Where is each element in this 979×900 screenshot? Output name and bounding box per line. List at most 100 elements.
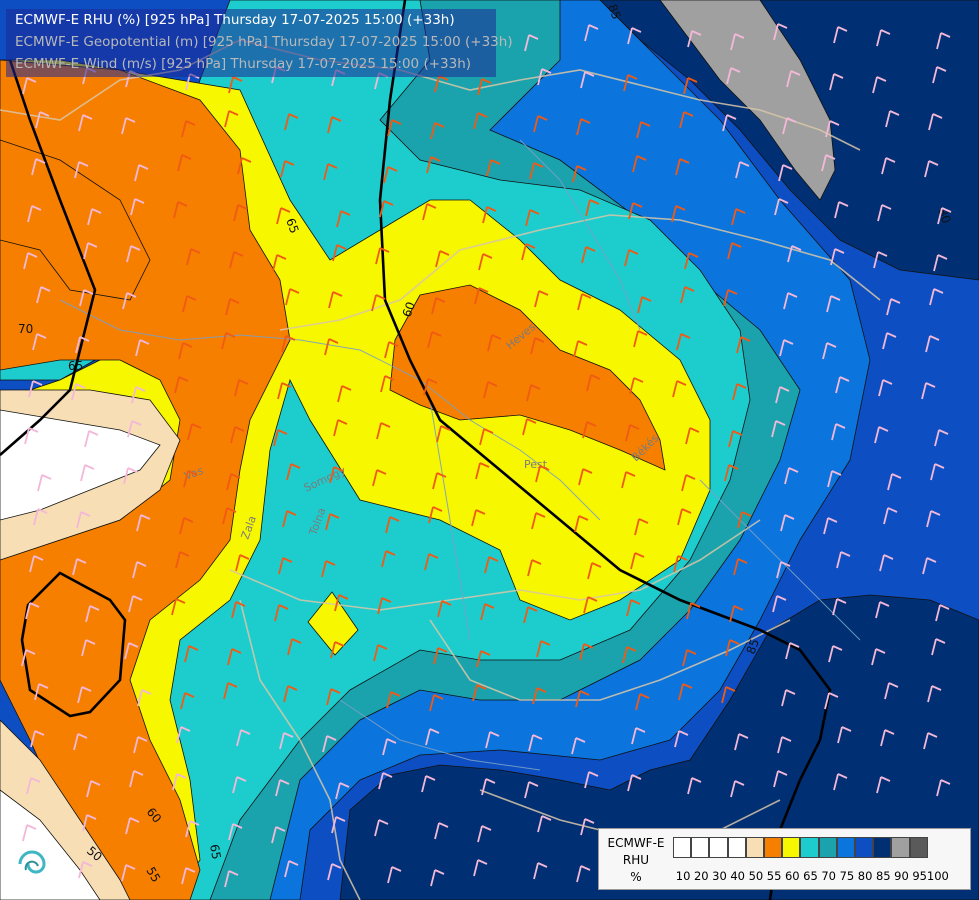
wind-barb (786, 70, 801, 88)
wind-barb (186, 248, 201, 266)
wind-barb (731, 208, 746, 226)
wind-barb (121, 864, 136, 882)
wind-barb (824, 692, 839, 710)
wind-barb (881, 157, 896, 175)
wind-barb (433, 647, 448, 665)
wind-barb (329, 466, 344, 484)
wind-barb (582, 421, 597, 439)
wind-barb (423, 378, 438, 396)
wind-barb (176, 726, 191, 744)
wind-barb (624, 249, 639, 267)
legend-tick: 60 (784, 869, 800, 883)
wind-barb (336, 210, 351, 228)
wind-barb (827, 470, 842, 488)
wind-barb (777, 736, 792, 754)
wind-barb (37, 474, 52, 492)
wind-barb (422, 203, 437, 221)
wind-barb (626, 599, 641, 617)
wind-barb (72, 558, 87, 576)
wind-barb (730, 780, 745, 798)
wind-barb (326, 688, 341, 706)
wind-barb (25, 602, 40, 620)
wind-barb (829, 73, 844, 91)
wind-barb (381, 550, 396, 568)
wind-barb (534, 290, 549, 308)
wind-barb (283, 685, 298, 703)
wind-barb (327, 116, 342, 134)
wind-barb (822, 342, 837, 360)
wind-barb (231, 601, 246, 619)
contour-label-60: 60 (400, 300, 418, 319)
wind-barb (532, 687, 547, 705)
wind-barb (921, 382, 936, 400)
wind-barb (378, 772, 393, 790)
wind-barb (579, 643, 594, 661)
wind-barb (729, 605, 744, 623)
wind-barb (280, 160, 295, 178)
wind-barb (837, 726, 852, 744)
wind-barb (121, 117, 136, 135)
wind-barb (427, 331, 442, 349)
wind-barb (936, 779, 951, 797)
wind-barb (722, 114, 737, 132)
wind-barb (124, 642, 139, 660)
wind-barb (874, 426, 889, 444)
wind-barb (734, 733, 749, 751)
wind-barb (132, 561, 147, 579)
wind-barb (773, 770, 788, 788)
wind-barb (628, 202, 643, 220)
geopotential-contours (0, 0, 832, 900)
contour-label-65: 65 (207, 843, 223, 860)
wind-barb (528, 734, 543, 752)
wind-barb (430, 869, 445, 887)
wind-barb (182, 295, 197, 313)
legend-tick: 65 (803, 869, 818, 883)
wind-barb (325, 513, 340, 531)
wind-barb (375, 247, 390, 265)
legend-swatch (709, 837, 728, 858)
wind-barb (333, 419, 348, 437)
wind-barb (135, 339, 150, 357)
wind-barb (133, 736, 148, 754)
wind-barb (332, 244, 347, 262)
title-geopotential: ECMWF-E Geopotential (m) [925 hPa] Thurs… (15, 34, 513, 50)
wind-barb (183, 470, 198, 488)
wind-barb (637, 296, 652, 314)
wind-barb (475, 462, 490, 480)
wind-barb (782, 117, 797, 135)
wind-barb (78, 114, 93, 132)
wind-barb (583, 596, 598, 614)
wind-barb (78, 861, 93, 879)
legend-label-unit: % (630, 870, 642, 884)
wind-barb (134, 164, 149, 182)
wind-barb (573, 340, 588, 358)
wind-barb (679, 111, 694, 129)
wind-barb (184, 645, 199, 663)
wind-barb (634, 518, 649, 536)
wind-barb (34, 683, 49, 701)
wind-barb (136, 514, 151, 532)
wind-barb (125, 817, 140, 835)
wind-barb (71, 383, 86, 401)
wind-barb (380, 375, 395, 393)
wind-barb (574, 515, 589, 533)
wind-barb (784, 467, 799, 485)
wind-barb (821, 154, 836, 172)
wind-barb (537, 815, 552, 833)
wind-barb (927, 685, 942, 703)
wind-barb (876, 29, 891, 47)
wind-barb (321, 560, 336, 578)
wind-barb (686, 602, 701, 620)
wind-barb (274, 604, 289, 622)
wind-barb (671, 205, 686, 223)
wind-barb (80, 464, 95, 482)
contour-label-65: 65 (68, 359, 83, 373)
wind-barb (674, 730, 689, 748)
wind-barb (181, 120, 196, 138)
wind-barb (926, 510, 941, 528)
wind-barb (227, 648, 242, 666)
title-box: ECMWF-E RHU (%) [925 hPa] Thursday 17-07… (6, 9, 513, 77)
wind-barb (181, 867, 196, 885)
wind-barb (180, 692, 195, 710)
wind-barb (629, 377, 644, 395)
